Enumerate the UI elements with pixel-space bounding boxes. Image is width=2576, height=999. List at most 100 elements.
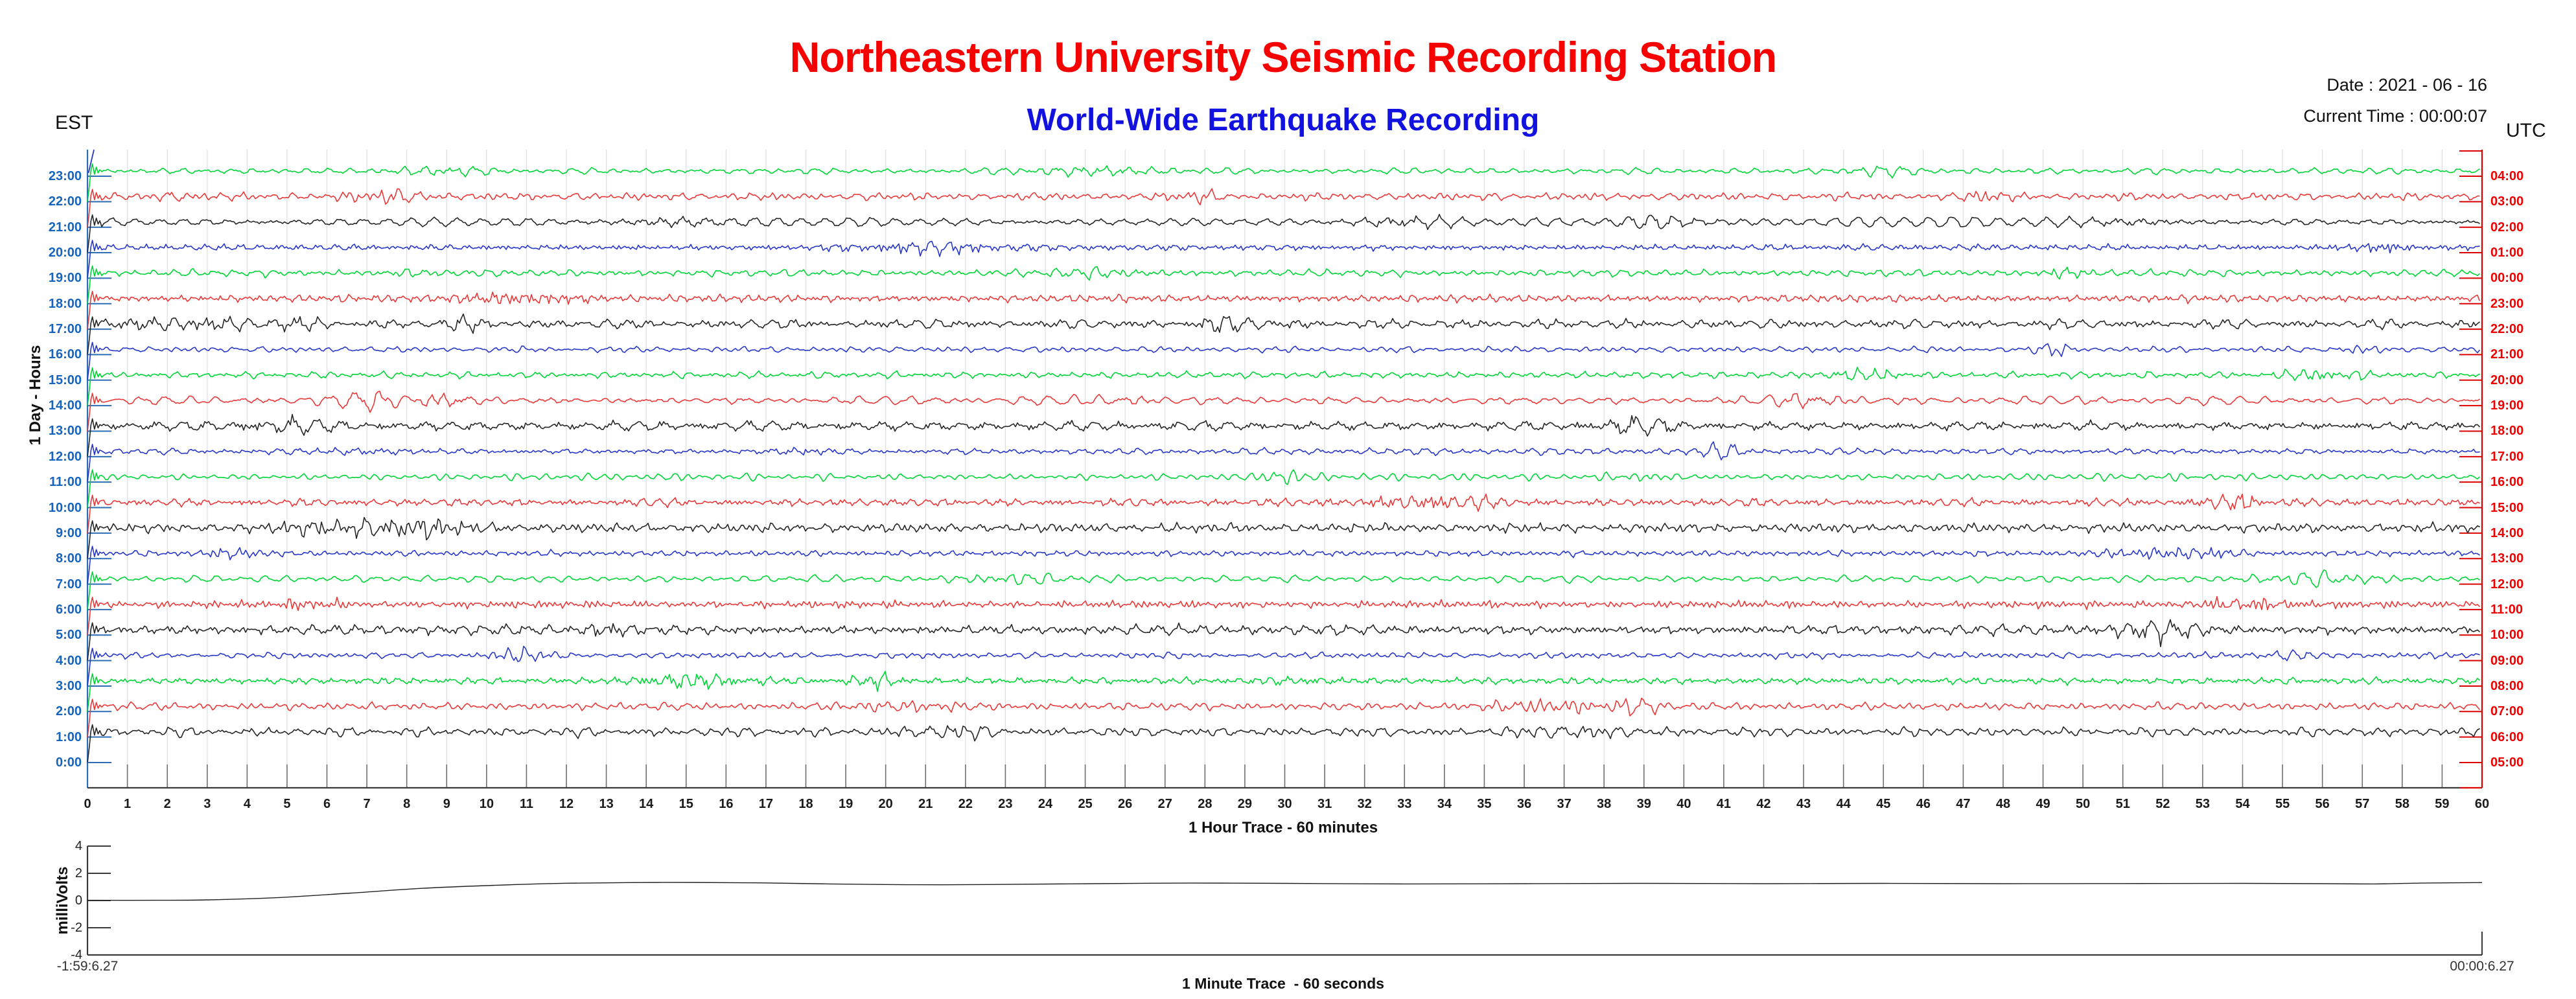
minute-axis-number: 38 [1597,797,1612,811]
minute-axis-number: 27 [1157,797,1172,811]
utc-hour-label: 19:00 [2490,398,2524,413]
minute-axis-number: 54 [2235,797,2250,811]
minute-axis-number: 26 [1118,797,1133,811]
seismic-trace-est-22:00 [87,188,2480,228]
utc-hour-label: 11:00 [2490,602,2524,617]
seismic-trace-est-4:00 [87,645,2480,687]
est-hour-label: 18:00 [48,296,82,311]
minute-axis-number: 20 [878,797,893,811]
seismic-trace-est-3:00 [87,671,2480,713]
est-hour-label: 11:00 [49,475,82,490]
seismic-trace-est-21:00 [87,214,2480,253]
est-hour-label: 22:00 [48,194,82,209]
est-hour-label: 13:00 [48,424,82,439]
seismic-trace-est-9:00 [87,516,2480,559]
est-hour-label: 21:00 [48,220,82,235]
utc-hour-label: 00:00 [2490,271,2524,286]
utc-hour-label: 04:00 [2490,169,2524,183]
minute-axis-number: 10 [479,797,494,811]
minute-axis-number: 46 [1916,797,1931,811]
utc-hour-label: 12:00 [2490,577,2524,591]
est-hour-label: 14:00 [48,398,82,413]
millivolt-tick-label: 4 [75,839,82,853]
seismic-trace-est-6:00 [87,595,2480,636]
minute-axis-number: 30 [1277,797,1292,811]
millivolt-tick-label: 0 [75,893,82,908]
minute-axis-number: 42 [1756,797,1771,811]
est-hour-label: 8:00 [55,551,82,566]
seismic-trace-est-14:00 [87,391,2480,432]
minute-axis-number: 60 [2474,797,2490,811]
minute-axis-number: 56 [2315,797,2330,811]
minute-axis-number: 59 [2435,797,2450,811]
minute-axis-number: 16 [719,797,734,811]
minute-axis-number: 50 [2076,797,2091,811]
minute-axis-number: 37 [1557,797,1572,811]
minute-axis-number: 40 [1677,797,1691,811]
utc-hour-label: 22:00 [2490,322,2524,337]
minute-axis-number: 34 [1437,797,1452,811]
est-hour-label: 7:00 [55,577,82,591]
millivolt-tick-label: -4 [71,948,82,962]
utc-hour-label: 23:00 [2490,296,2524,311]
minute-axis-number: 1 [124,797,132,811]
minute-axis-number: 11 [519,797,533,811]
est-hour-label: 23:00 [48,169,82,183]
minute-axis-number: 45 [1876,797,1891,811]
utc-hour-label: 02:00 [2490,220,2524,235]
minute-axis-number: 48 [1995,797,2011,811]
minute-axis-number: 58 [2395,797,2409,811]
minute-axis-number: 52 [2155,797,2170,811]
est-hour-label: 17:00 [48,322,82,337]
minute-axis-number: 51 [2115,797,2130,811]
minute-axis-number: 6 [323,797,331,811]
seismic-trace-est-5:00 [87,619,2480,661]
minute-axis-number: 43 [1796,797,1811,811]
est-hour-label: 19:00 [48,271,82,286]
minute-axis-number: 49 [2036,797,2050,811]
utc-hour-label: 18:00 [2490,424,2524,439]
minute-trace-start-time: -1:59:6.27 [56,959,119,974]
minute-axis-number: 12 [559,797,574,811]
utc-hour-label: 13:00 [2490,551,2524,566]
est-hour-label: 12:00 [48,449,82,464]
seismic-trace-est-2:00 [87,697,2480,738]
millivolt-tick-label: 2 [75,866,82,880]
seismic-trace-est-8:00 [87,545,2480,585]
est-hour-label: 15:00 [48,373,82,387]
est-hour-label: 10:00 [48,500,82,515]
right-timezone-label: UTC [2506,120,2546,141]
minute-axis-number: 18 [798,797,813,811]
minute-axis-number: 24 [1038,797,1053,811]
est-hour-label: 20:00 [48,246,82,260]
utc-hour-label: 01:00 [2490,246,2524,260]
est-hour-label: 16:00 [48,347,82,362]
utc-hour-label: 06:00 [2490,729,2524,744]
utc-hour-label: 14:00 [2490,525,2524,540]
minute-axis-number: 23 [998,797,1013,811]
minute-axis-number: 53 [2195,797,2210,811]
est-hour-label: 9:00 [55,525,82,540]
page-title: Northeastern University Seismic Recordin… [789,33,1778,81]
seismic-trace-est-11:00 [87,469,2480,509]
est-hour-label: 0:00 [55,755,82,770]
utc-hour-label: 17:00 [2490,449,2524,464]
est-hour-label: 1:00 [55,729,82,744]
seismic-trace-est-23:00 [87,163,2480,203]
minute-axis-number: 28 [1198,797,1213,811]
current-time-readout: Current Time : 00:00:07 [2303,106,2487,126]
est-hour-label: 3:00 [55,678,82,693]
utc-hour-label: 07:00 [2490,704,2524,719]
minute-axis-number: 55 [2275,797,2290,811]
seismic-trace-est-10:00 [87,493,2480,534]
minute-axis-number: 8 [403,797,411,811]
utc-hour-label: 16:00 [2490,475,2524,490]
minute-axis-number: 32 [1357,797,1372,811]
minute-axis-number: 0 [84,797,91,811]
minute-axis-number: 41 [1716,797,1732,811]
minute-axis-number: 22 [958,797,973,811]
minute-axis-number: 15 [679,797,693,811]
minute-axis-number: 13 [599,797,614,811]
minute-trace-line [87,882,2483,901]
est-hour-label: 4:00 [55,653,82,668]
